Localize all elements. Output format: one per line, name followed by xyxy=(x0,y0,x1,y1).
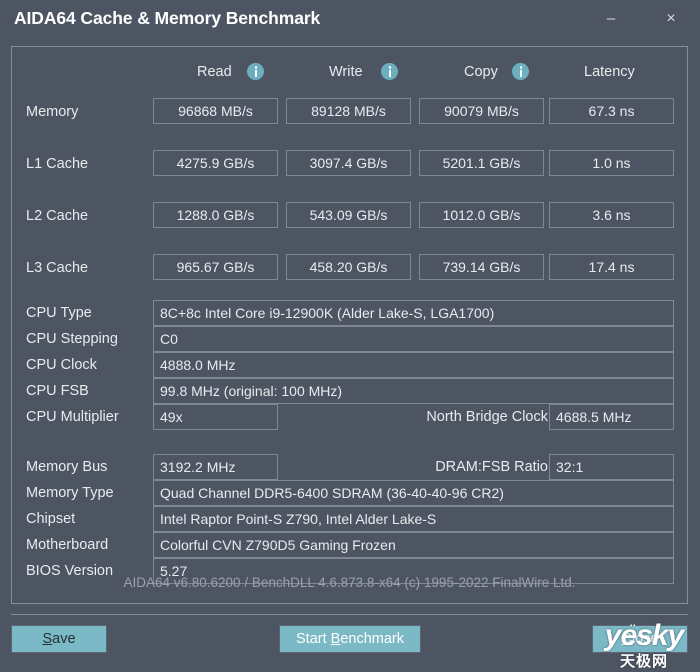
value-motherboard: Colorful CVN Z790D5 Gaming Frozen xyxy=(153,532,674,558)
label-north-bridge-clock: North Bridge Clock xyxy=(426,409,548,425)
label-cpu-type: CPU Type xyxy=(26,305,92,321)
column-header-read: Read xyxy=(197,64,232,80)
value-memory-type: Quad Channel DDR5-6400 SDRAM (36-40-40-9… xyxy=(153,480,674,506)
label-cpu-fsb: CPU FSB xyxy=(26,383,89,399)
l3-latency-value: 17.4 ns xyxy=(549,254,674,280)
label-cpu-stepping: CPU Stepping xyxy=(26,331,118,347)
version-footer: AIDA64 v6.80.6200 / BenchDLL 4.6.873.8-x… xyxy=(123,575,576,590)
value-chipset: Intel Raptor Point-S Z790, Intel Alder L… xyxy=(153,506,674,532)
value-memory-bus: 3192.2 MHz xyxy=(153,454,278,480)
memory-latency-value: 67.3 ns xyxy=(549,98,674,124)
close-label-post: lose xyxy=(631,631,659,647)
close-icon[interactable]: × xyxy=(666,10,676,27)
row-label-l2-cache: L2 Cache xyxy=(26,208,89,224)
label-bios-version: BIOS Version xyxy=(26,563,114,579)
close-accel-key: C xyxy=(621,631,632,647)
l2-read-value: 1288.0 GB/s xyxy=(153,202,278,228)
save-accel-key: S xyxy=(42,631,53,647)
l3-copy-value: 739.14 GB/s xyxy=(419,254,544,280)
l2-write-value: 543.09 GB/s xyxy=(286,202,411,228)
label-dram-fsb-ratio: DRAM:FSB Ratio xyxy=(435,459,548,475)
minimize-icon[interactable]: – xyxy=(606,10,616,27)
memory-write-value: 89128 MB/s xyxy=(286,98,411,124)
l2-copy-value: 1012.0 GB/s xyxy=(419,202,544,228)
write-info-icon[interactable] xyxy=(381,63,398,80)
column-header-latency: Latency xyxy=(584,64,635,80)
bench-label-pre: Start xyxy=(296,631,331,647)
start-benchmark-button[interactable]: Start Benchmark xyxy=(279,625,421,653)
value-cpu-multiplier: 49x xyxy=(153,404,278,430)
label-cpu-clock: CPU Clock xyxy=(26,357,97,373)
memory-read-value: 96868 MB/s xyxy=(153,98,278,124)
l2-latency-value: 3.6 ns xyxy=(549,202,674,228)
value-cpu-stepping: C0 xyxy=(153,326,674,352)
l3-write-value: 458.20 GB/s xyxy=(286,254,411,280)
row-label-l1-cache: L1 Cache xyxy=(26,156,89,172)
l1-read-value: 4275.9 GB/s xyxy=(153,150,278,176)
row-label-l3-cache: L3 Cache xyxy=(26,260,89,276)
value-cpu-type: 8C+8c Intel Core i9-12900K (Alder Lake-S… xyxy=(153,300,674,326)
window-title: AIDA64 Cache & Memory Benchmark xyxy=(14,8,321,28)
value-cpu-clock: 4888.0 MHz xyxy=(153,352,674,378)
label-cpu-multiplier: CPU Multiplier xyxy=(26,409,119,425)
results-panel: Read Write Copy Latency Memory 96868 MB/… xyxy=(11,46,688,604)
l1-latency-value: 1.0 ns xyxy=(549,150,674,176)
column-header-write: Write xyxy=(329,64,363,80)
bench-accel-key: B xyxy=(330,631,341,647)
read-info-icon[interactable] xyxy=(247,63,264,80)
l3-read-value: 965.67 GB/s xyxy=(153,254,278,280)
label-memory-bus: Memory Bus xyxy=(26,459,108,475)
value-cpu-fsb: 99.8 MHz (original: 100 MHz) xyxy=(153,378,674,404)
copy-info-icon[interactable] xyxy=(512,63,529,80)
value-dram-fsb-ratio: 32:1 xyxy=(549,454,674,480)
label-chipset: Chipset xyxy=(26,511,76,527)
value-north-bridge-clock: 4688.5 MHz xyxy=(549,404,674,430)
label-memory-type: Memory Type xyxy=(26,485,114,501)
save-label-post: ave xyxy=(52,631,76,647)
column-header-copy: Copy xyxy=(464,64,498,80)
close-button[interactable]: Close xyxy=(592,625,688,653)
l1-copy-value: 5201.1 GB/s xyxy=(419,150,544,176)
l1-write-value: 3097.4 GB/s xyxy=(286,150,411,176)
memory-copy-value: 90079 MB/s xyxy=(419,98,544,124)
watermark-chinese: 天极网 xyxy=(619,653,668,670)
label-motherboard: Motherboard xyxy=(26,537,109,553)
bench-label-post: enchmark xyxy=(340,631,404,647)
title-bar: AIDA64 Cache & Memory Benchmark – × xyxy=(0,0,700,40)
value-bios-version: 5.27 xyxy=(153,558,674,584)
save-button[interactable]: Save xyxy=(11,625,107,653)
footer-divider xyxy=(11,614,688,615)
row-label-memory: Memory xyxy=(26,104,79,120)
